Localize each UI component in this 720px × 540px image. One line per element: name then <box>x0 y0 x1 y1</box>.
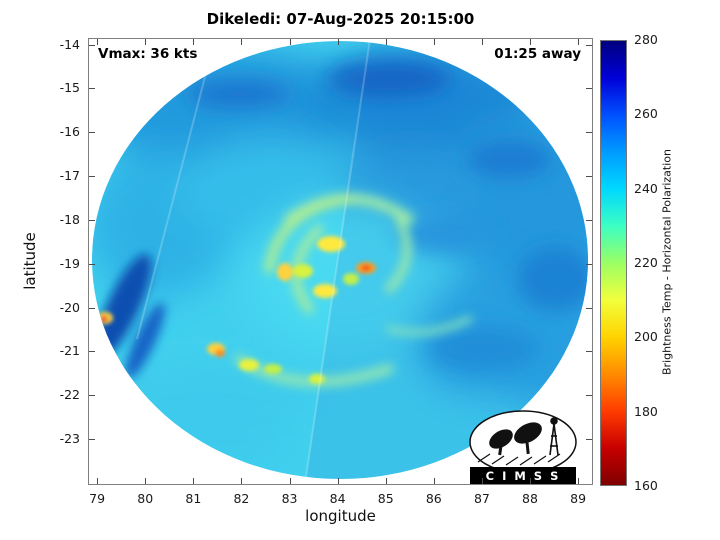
y-tick-mark-right <box>586 219 592 221</box>
y-tick-mark-right <box>586 307 592 309</box>
x-tick-label: 82 <box>233 491 250 506</box>
y-tick-label: -22 <box>59 387 80 403</box>
y-tick-mark <box>89 263 95 265</box>
y-tick-mark <box>89 176 95 178</box>
x-tick-label: 88 <box>522 491 538 506</box>
microwave-swath <box>92 41 588 479</box>
x-axis-label: longitude <box>305 507 376 525</box>
y-tick-mark-right <box>586 176 592 178</box>
y-tick-label: -23 <box>59 430 80 446</box>
colorbar-tick-label: 260 <box>634 106 658 122</box>
x-tick-mark-top <box>433 39 435 45</box>
y-tick-mark-right <box>586 132 592 134</box>
y-tick-mark-right <box>586 263 592 265</box>
x-tick-mark <box>529 478 531 484</box>
x-tick-label: 84 <box>329 491 346 506</box>
x-tick-mark-top <box>578 39 580 45</box>
x-tick-mark-top <box>145 39 147 45</box>
x-tick-mark <box>145 478 147 484</box>
x-tick-mark <box>193 478 195 484</box>
y-tick-mark-right <box>586 438 592 440</box>
y-tick-label: -20 <box>59 299 80 315</box>
y-tick-mark-right <box>586 44 592 46</box>
colorbar <box>600 40 627 486</box>
x-tick-label: 79 <box>89 491 106 506</box>
y-axis-label: latitude <box>21 232 39 290</box>
y-tick-mark <box>89 132 95 134</box>
y-tick-mark <box>89 438 95 440</box>
x-tick-label: 81 <box>185 491 202 506</box>
cimss-logo-banner <box>470 467 576 484</box>
y-tick-mark <box>89 88 95 90</box>
y-tick-mark <box>89 44 95 46</box>
chart-title: Dikeledi: 07-Aug-2025 20:15:00 <box>206 10 475 28</box>
colorbar-tick-label: 280 <box>634 32 658 47</box>
y-tick-label: -21 <box>59 343 80 359</box>
y-tick-label: -14 <box>59 36 80 52</box>
x-tick-mark-top <box>241 39 243 45</box>
colorbar-tick-label: 160 <box>634 478 658 493</box>
y-tick-label: -15 <box>59 80 80 96</box>
y-tick-mark-right <box>586 395 592 397</box>
cimss-logo-hatching <box>477 453 561 466</box>
y-tick-mark <box>89 219 95 221</box>
y-tick-mark-right <box>586 88 592 90</box>
cimss-logo-text: C I M S S <box>486 469 561 483</box>
x-tick-mark <box>481 478 483 484</box>
x-tick-mark-top <box>97 39 99 45</box>
x-tick-label: 85 <box>377 491 394 506</box>
y-tick-label: -19 <box>59 255 80 271</box>
colorbar-tick-label: 200 <box>634 329 658 345</box>
time-away-annotation: 01:25 away <box>494 46 581 62</box>
x-tick-mark <box>97 478 99 484</box>
x-tick-mark <box>578 478 580 484</box>
satellite-dish-icon <box>489 422 542 456</box>
x-tick-mark <box>289 478 291 484</box>
x-tick-mark-top <box>529 39 531 45</box>
x-tick-mark <box>385 478 387 484</box>
x-tick-mark-top <box>289 39 291 45</box>
plot-area: Vmax: 36 kts 01:25 away <box>88 38 593 485</box>
x-tick-label: 80 <box>137 491 154 506</box>
x-tick-mark <box>241 478 243 484</box>
vmax-annotation: Vmax: 36 kts <box>98 46 198 62</box>
colorbar-tick-label: 240 <box>634 180 658 196</box>
x-tick-mark-top <box>193 39 195 45</box>
colorbar-tick-label: 220 <box>634 255 658 270</box>
x-tick-label: 83 <box>281 491 298 506</box>
x-tick-mark <box>433 478 435 484</box>
colorbar-tick-label: 180 <box>634 403 658 419</box>
x-tick-mark-top <box>337 39 339 45</box>
y-tick-label: -17 <box>59 168 80 184</box>
y-tick-mark <box>89 307 95 309</box>
colorbar-label: Brightness Temp - Horizontal Polarizatio… <box>660 149 674 375</box>
y-tick-mark-right <box>586 351 592 353</box>
x-tick-label: 86 <box>425 491 442 506</box>
cyclone-imagery: C I M S S <box>92 41 588 484</box>
x-tick-mark <box>337 478 339 484</box>
y-tick-mark <box>89 395 95 397</box>
x-tick-label: 89 <box>570 491 587 506</box>
x-tick-mark-top <box>481 39 483 45</box>
x-tick-label: 87 <box>473 491 490 506</box>
y-tick-label: -16 <box>59 124 80 140</box>
x-tick-mark-top <box>385 39 387 45</box>
cimss-logo: C I M S S <box>469 410 577 484</box>
radio-tower-icon <box>549 417 559 456</box>
y-tick-mark <box>89 351 95 353</box>
y-tick-label: -18 <box>59 211 80 227</box>
